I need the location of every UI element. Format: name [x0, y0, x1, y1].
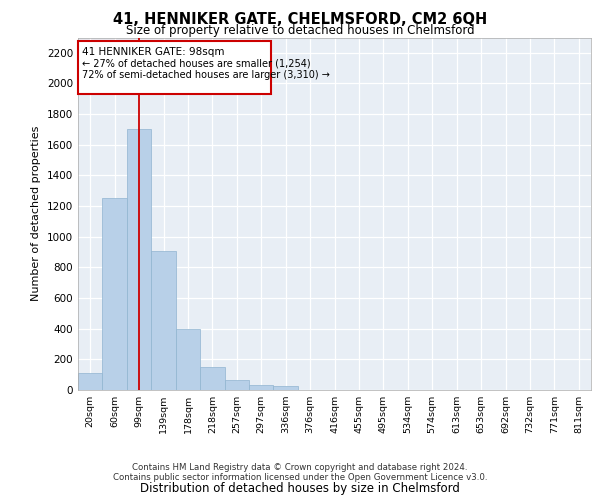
- Text: Contains HM Land Registry data © Crown copyright and database right 2024.: Contains HM Land Registry data © Crown c…: [132, 464, 468, 472]
- Bar: [224, 380, 249, 390]
- Text: Contains public sector information licensed under the Open Government Licence v3: Contains public sector information licen…: [113, 474, 487, 482]
- Y-axis label: Number of detached properties: Number of detached properties: [31, 126, 41, 302]
- Bar: [200, 367, 224, 390]
- Text: 41 HENNIKER GATE: 98sqm: 41 HENNIKER GATE: 98sqm: [82, 46, 224, 56]
- Bar: [103, 198, 127, 390]
- Bar: [127, 130, 151, 390]
- Text: ← 27% of detached houses are smaller (1,254): ← 27% of detached houses are smaller (1,…: [82, 58, 311, 68]
- Bar: [176, 328, 200, 390]
- Bar: [78, 373, 103, 390]
- Text: Distribution of detached houses by size in Chelmsford: Distribution of detached houses by size …: [140, 482, 460, 495]
- Bar: [249, 384, 274, 390]
- Text: Size of property relative to detached houses in Chelmsford: Size of property relative to detached ho…: [125, 24, 475, 37]
- Bar: [274, 386, 298, 390]
- Text: 72% of semi-detached houses are larger (3,310) →: 72% of semi-detached houses are larger (…: [82, 70, 330, 80]
- Bar: [79, 42, 271, 94]
- Text: 41, HENNIKER GATE, CHELMSFORD, CM2 6QH: 41, HENNIKER GATE, CHELMSFORD, CM2 6QH: [113, 12, 487, 26]
- Bar: [151, 250, 176, 390]
